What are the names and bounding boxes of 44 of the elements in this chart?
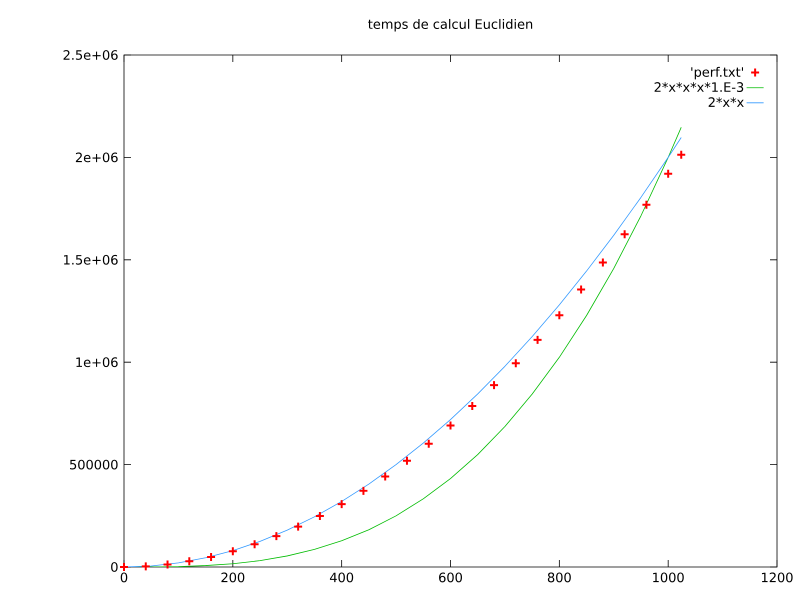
point [620,229,630,240]
point [510,358,521,368]
x-tick-label: 0 [120,572,128,582]
x-tick-label: 600 [439,572,462,582]
point [576,284,586,294]
point [489,380,500,390]
legend-label: 2*x*x [708,97,744,107]
point [336,499,347,510]
point [206,552,216,562]
point [663,168,674,179]
point [598,257,608,268]
x-tick-label: 400 [330,572,354,582]
y-tick-label: 1.5e+06 [64,254,118,265]
point [358,486,368,496]
point [446,420,456,430]
point [140,561,151,572]
legend-label: 'perf.txt' [691,66,744,80]
y-tick-label: 1e+06 [76,357,118,368]
point [641,200,652,210]
point [250,539,260,550]
x-tick-label: 1200 [762,572,793,582]
x-tick-label: 800 [548,572,571,582]
y-tick-label: 2e+06 [76,152,118,162]
point [228,546,238,556]
point [676,150,686,160]
point [402,456,412,466]
point [532,334,543,345]
y-tick-label: 500000 [70,460,118,470]
point [119,562,129,572]
point [162,560,173,570]
point [271,531,282,542]
y-tick-label: 2.5e+06 [64,50,118,60]
legend-label: 2*x*x*x*1.E-3 [654,82,744,92]
point [314,511,325,522]
x-tick-label: 1000 [653,572,684,582]
chart-title: temps de calcul Euclidien [368,18,532,32]
point [293,522,304,532]
point [380,471,390,482]
point [184,556,194,566]
x-tick-label: 200 [221,572,244,582]
point [467,401,478,412]
y-tick-label: 0 [111,562,118,572]
point [424,438,434,449]
point [554,310,564,320]
